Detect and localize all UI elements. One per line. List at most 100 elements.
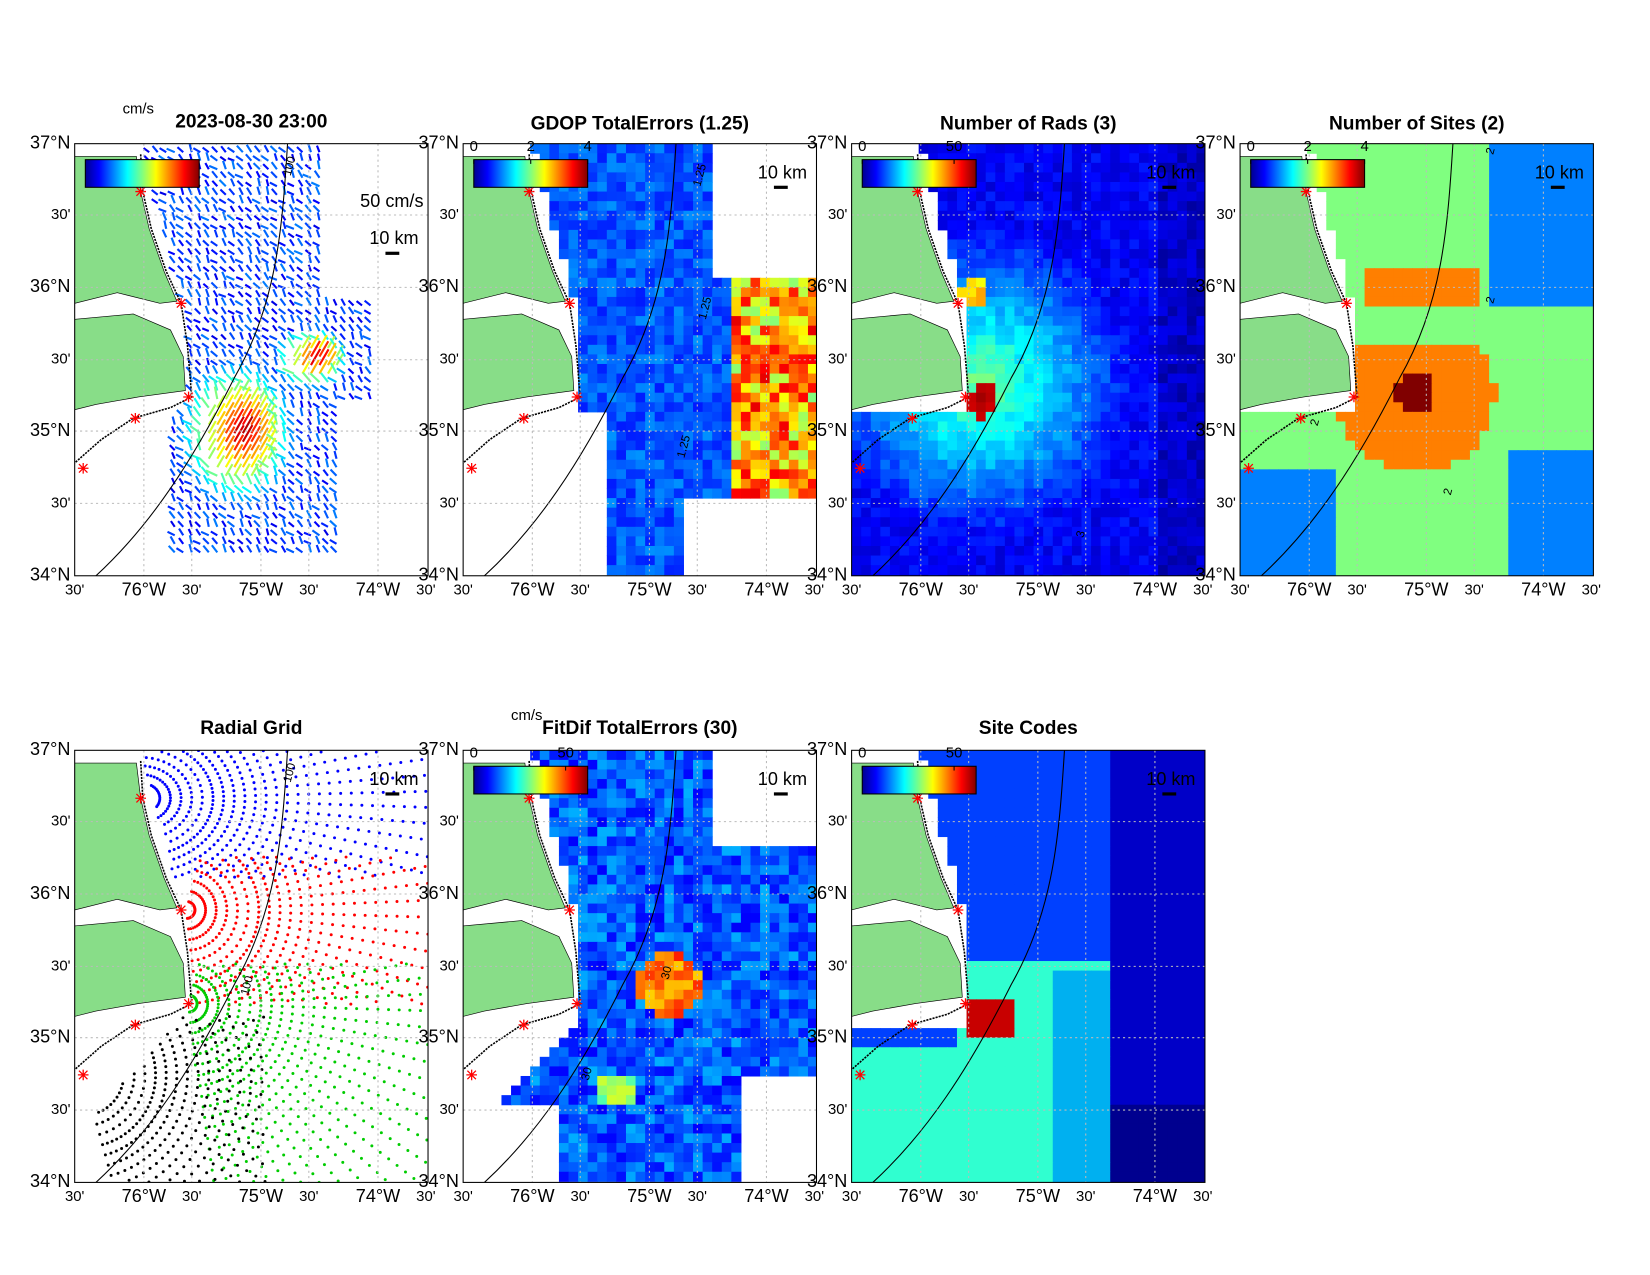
field-cell: [995, 143, 1006, 154]
field-cell: [1014, 392, 1025, 403]
field-cell: [1565, 210, 1576, 221]
field-cell: [788, 306, 799, 317]
current-vector: [282, 367, 295, 375]
field-cell: [899, 507, 910, 518]
current-vector: [275, 453, 286, 460]
radial-grid-point: [216, 772, 220, 776]
radial-grid-point: [194, 818, 198, 822]
current-vector: [236, 162, 244, 170]
current-vector: [224, 401, 235, 417]
field-cell: [1196, 325, 1205, 336]
field-cell: [1565, 258, 1576, 269]
current-vector: [335, 344, 344, 358]
field-cell: [995, 402, 1006, 413]
field-cell: [1177, 181, 1188, 193]
field-cell: [1043, 162, 1054, 173]
field-cell: [1364, 344, 1375, 355]
field-cell: [1287, 478, 1299, 490]
field-cell: [1402, 210, 1414, 221]
field-cell: [1450, 239, 1461, 250]
field-cell: [1393, 287, 1404, 298]
field-cell: [1167, 555, 1178, 566]
field-cell: [1383, 555, 1394, 566]
field-cell: [1469, 431, 1481, 442]
current-vector: [359, 330, 364, 340]
field-cell: [985, 459, 996, 470]
field-cell: [1091, 402, 1102, 413]
current-vector: [277, 284, 286, 290]
field-cell: [798, 363, 809, 375]
field-cell: [1517, 450, 1528, 461]
radial-grid-point: [172, 848, 176, 852]
field-cell: [956, 469, 968, 480]
field-cell: [1536, 258, 1548, 269]
field-cell: [956, 498, 968, 509]
field-cell: [616, 277, 627, 288]
field-cell: [1508, 325, 1519, 336]
lon-label: 30': [688, 583, 708, 599]
field-cell: [1565, 268, 1576, 279]
panel-title: Number of Rads (3): [940, 114, 1117, 135]
field-cell: [693, 172, 704, 183]
current-vector: [273, 412, 278, 425]
field-cell: [1412, 469, 1423, 480]
field-cell: [740, 478, 752, 490]
field-cell: [769, 411, 780, 422]
field-cell: [1450, 172, 1461, 183]
field-cell: [1335, 450, 1346, 461]
current-vector: [330, 331, 338, 341]
field-cell: [1158, 526, 1169, 537]
field-cell: [635, 258, 646, 269]
field-cell: [966, 191, 977, 202]
current-vector: [220, 333, 227, 341]
field-cell: [1422, 450, 1433, 461]
field-cell: [1110, 498, 1121, 509]
field-cell: [985, 488, 996, 499]
field-cell: [1033, 220, 1044, 231]
field-cell: [1033, 459, 1044, 470]
field-cell: [1393, 162, 1404, 173]
field-cell: [539, 153, 550, 164]
field-cell: [654, 181, 665, 193]
field-cell: [597, 220, 608, 231]
field-cell: [654, 507, 665, 518]
field-cell: [1422, 545, 1433, 557]
field-cell: [1565, 383, 1576, 394]
field-cell: [1110, 210, 1121, 221]
field-cell: [1196, 402, 1205, 413]
field-cell: [1575, 181, 1586, 193]
current-vector: [299, 187, 304, 196]
field-cell: [1071, 536, 1083, 547]
field-cell: [1062, 143, 1073, 154]
current-vector: [257, 459, 269, 469]
current-vector: [324, 432, 330, 442]
field-cell: [750, 383, 761, 394]
current-vector: [273, 348, 278, 357]
field-cell: [956, 459, 968, 470]
radial-grid-point: [199, 807, 203, 811]
field-cell: [1138, 239, 1150, 250]
field-cell: [625, 526, 637, 537]
field-cell: [1489, 316, 1500, 327]
field-cell: [985, 201, 996, 212]
field-cell: [683, 335, 694, 346]
field-cell: [807, 450, 817, 461]
field-cell: [1033, 411, 1044, 422]
field-cell: [1138, 459, 1150, 470]
field-cell: [1479, 488, 1490, 499]
field-cell: [1402, 296, 1414, 308]
field-cell: [985, 296, 996, 308]
field-cell: [1536, 363, 1548, 375]
field-cell: [664, 555, 675, 566]
field-cell: [654, 249, 665, 260]
field-cell: [1450, 526, 1461, 537]
lat-label: 30': [51, 207, 71, 223]
field-cell: [1033, 565, 1044, 576]
field-cell: [616, 316, 627, 327]
field-cell: [1148, 258, 1159, 269]
field-cell: [606, 287, 617, 298]
field-cell: [1307, 450, 1318, 461]
current-vector: [271, 511, 278, 519]
field-cell: [1584, 181, 1594, 193]
current-vector: [295, 434, 304, 443]
